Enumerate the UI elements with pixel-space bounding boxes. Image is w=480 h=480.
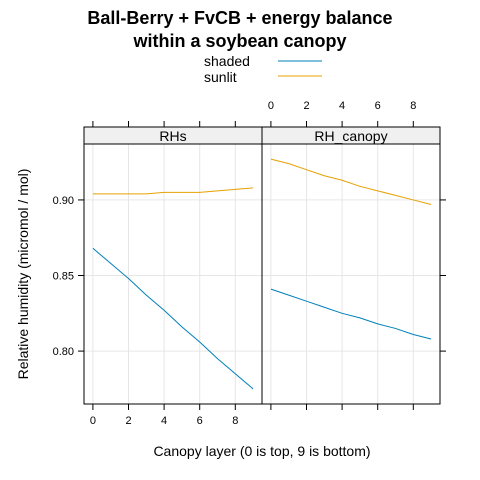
panel-frame-rh-canopy (261, 143, 441, 405)
series-lines-rhs (92, 187, 254, 390)
series-line-sunlit-rhs (92, 187, 254, 195)
panel-rh-canopy: RH_canopy (261, 126, 441, 405)
series-line-shaded-rhs (92, 247, 254, 390)
x-tick-label-top: 8 (410, 100, 416, 112)
x-tick-label-top: 6 (375, 100, 381, 112)
grid-rh-canopy (262, 144, 440, 404)
chart-title-line1: Ball-Berry + FvCB + energy balance (87, 8, 392, 28)
strip-label-rhs: RHs (159, 128, 186, 144)
x-tick-label-bottom: 0 (90, 415, 96, 427)
strip-label-rh-canopy: RH_canopy (314, 128, 387, 144)
x-tick-label-bottom: 4 (161, 415, 167, 427)
legend: shaded sunlit (204, 53, 322, 85)
x-tick-label-top: 4 (339, 100, 345, 112)
panel-rhs: RHs (83, 126, 263, 405)
legend-label-sunlit: sunlit (204, 69, 237, 85)
x-tick-label-bottom: 2 (125, 415, 131, 427)
x-tick-label-bottom: 8 (232, 415, 238, 427)
y-tick-label: 0.80 (53, 346, 74, 358)
y-tick-label: 0.90 (53, 195, 74, 207)
grid-rhs (84, 144, 262, 404)
axes: 0 0 2 2 4 4 6 6 8 8 0.80 0.85 0.90 (53, 100, 446, 427)
chart-title-line2: within a soybean canopy (132, 31, 346, 51)
legend-label-shaded: shaded (204, 53, 250, 69)
series-line-shaded-rh-canopy (270, 288, 432, 340)
x-axis-label: Canopy layer (0 is top, 9 is bottom) (153, 443, 370, 459)
y-tick-label: 0.85 (53, 271, 74, 283)
y-axis-label: Relative humidity (micromol / mol) (15, 169, 31, 380)
x-tick-label-top: 0 (268, 100, 274, 112)
series-lines-rh-canopy (270, 158, 432, 340)
x-tick-label-top: 2 (303, 100, 309, 112)
x-tick-label-bottom: 6 (197, 415, 203, 427)
series-line-sunlit-rh-canopy (270, 158, 432, 205)
